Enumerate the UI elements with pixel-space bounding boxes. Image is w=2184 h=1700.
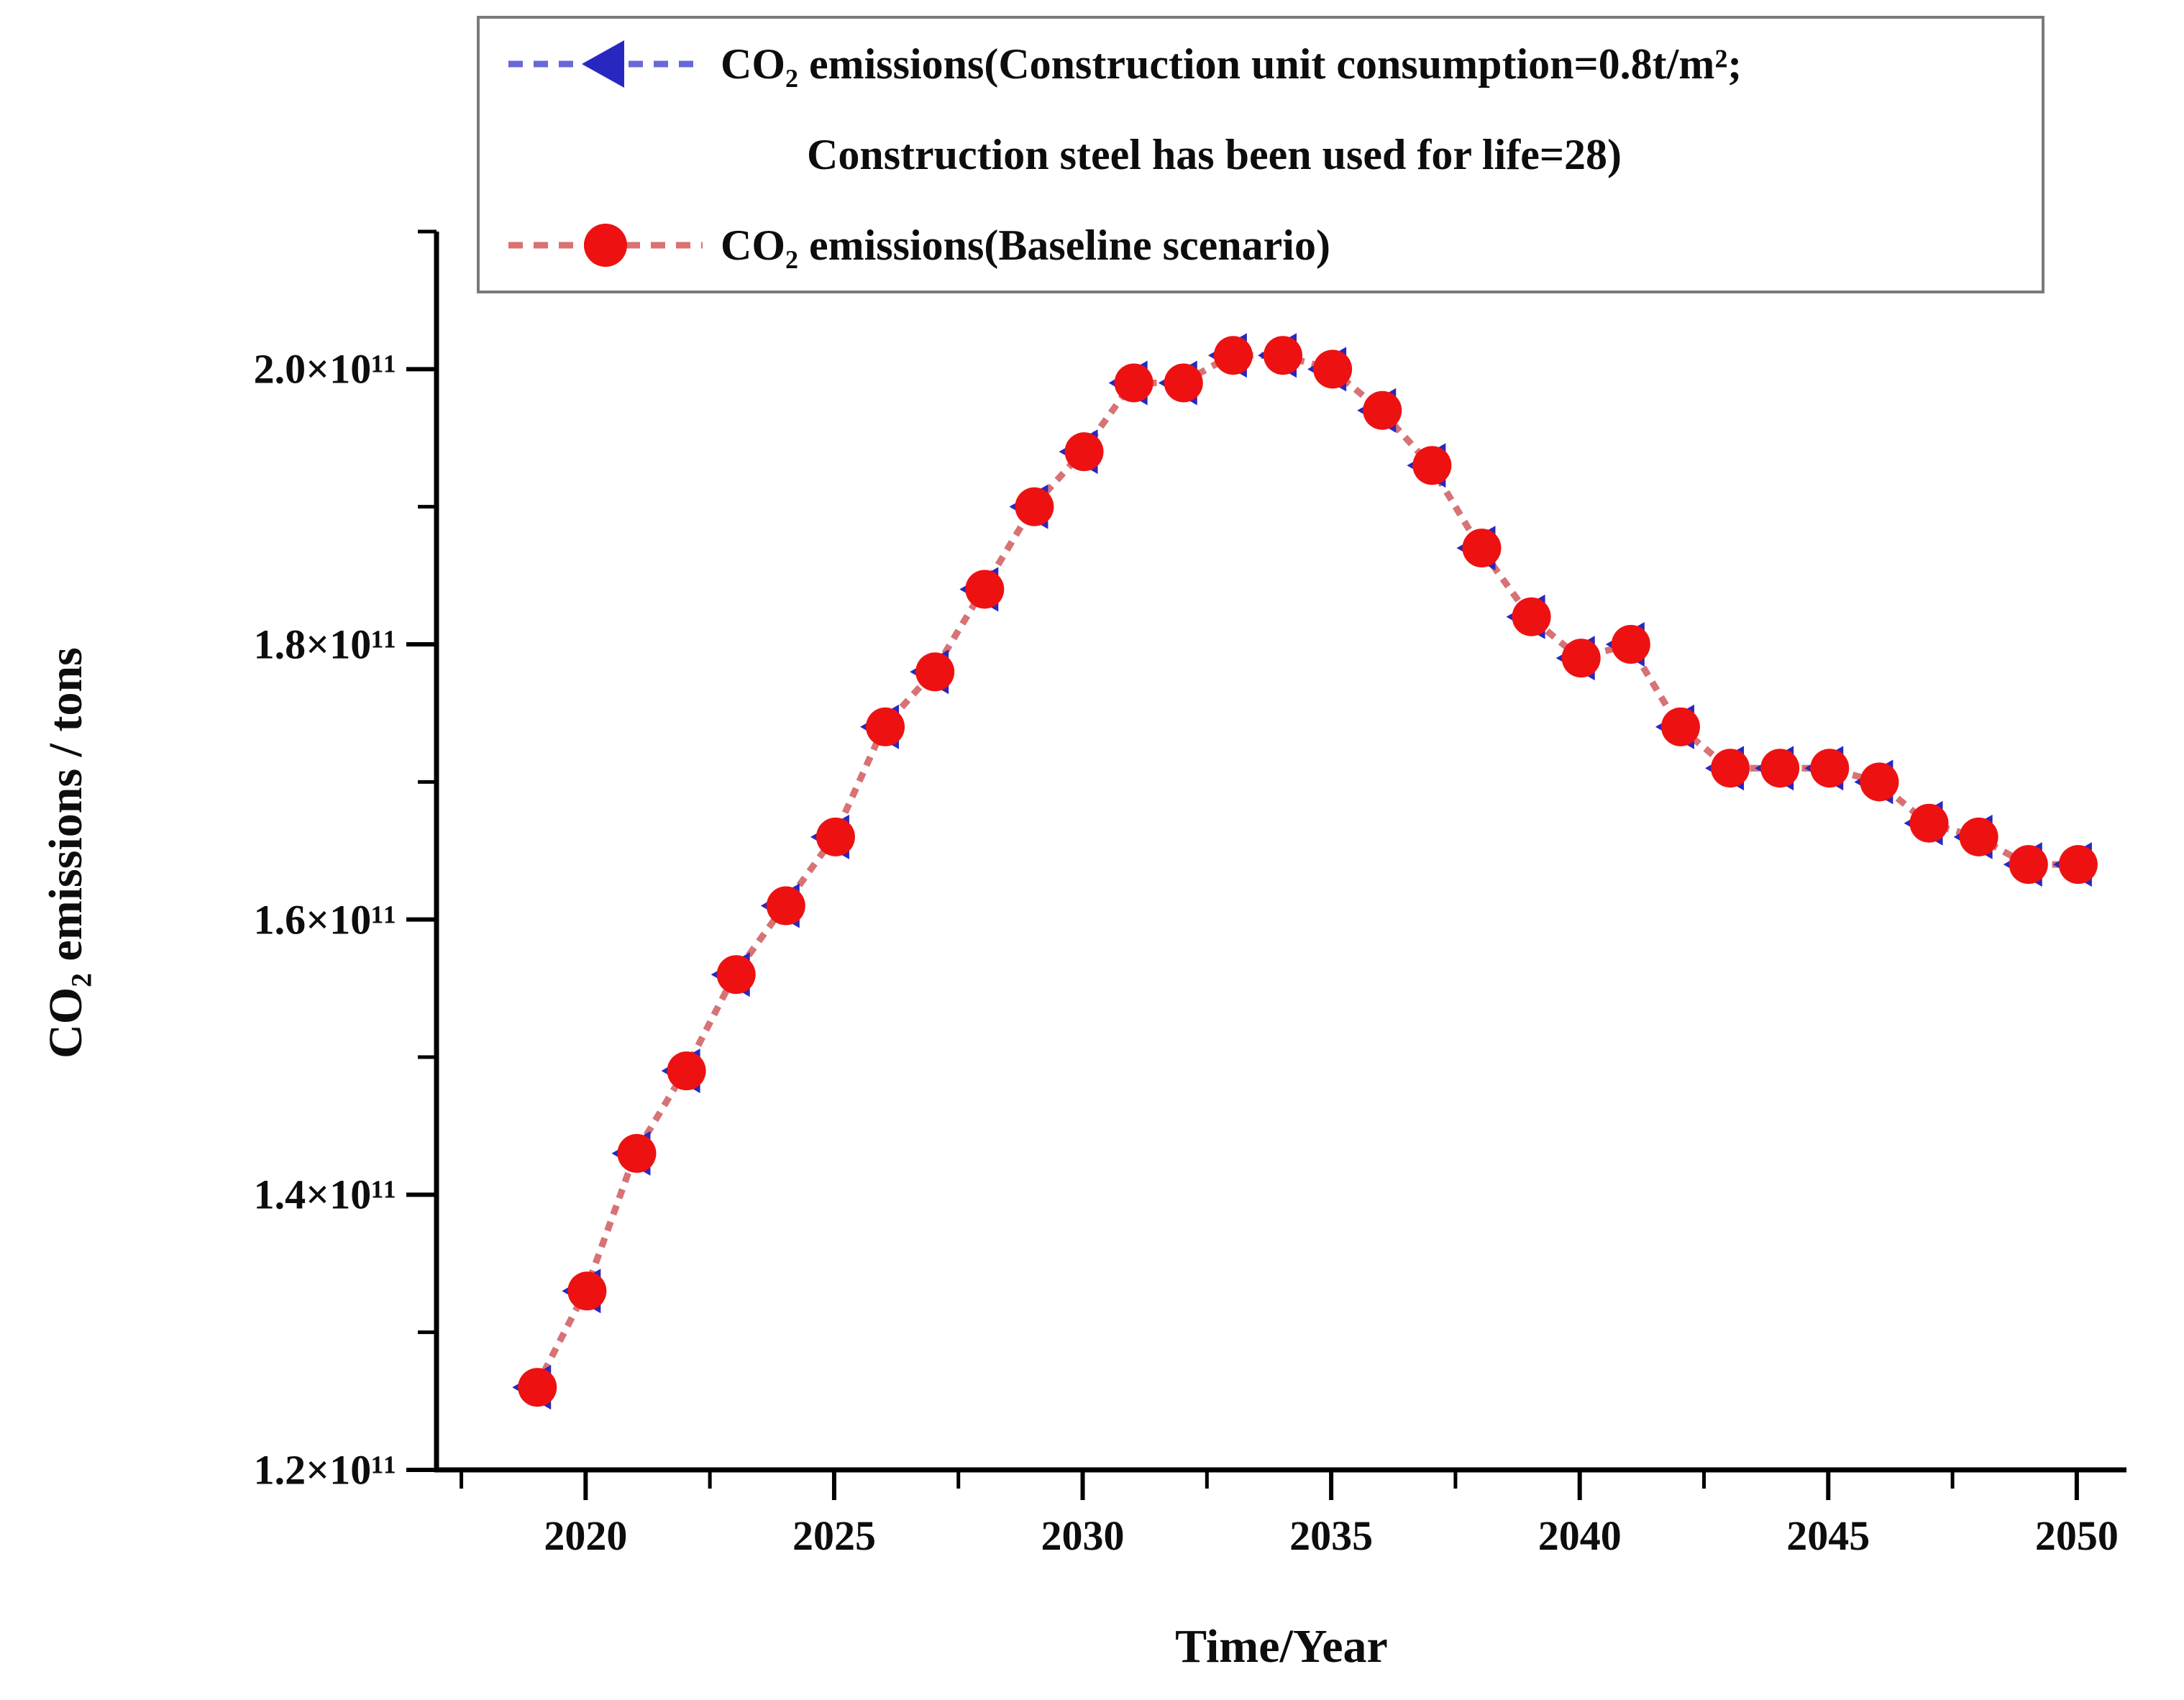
data-point-circle <box>1462 529 1502 568</box>
data-point-circle <box>617 1133 657 1173</box>
y-axis-title: CO₂ emissions / tons <box>40 647 92 1059</box>
data-point-circle <box>2058 845 2098 885</box>
data-point-circle <box>1561 639 1601 678</box>
data-point-circle <box>1213 336 1253 375</box>
legend-item-construction-scenario-line2: Construction steel has been used for lif… <box>480 109 2042 200</box>
legend-label-line2: Construction steel has been used for lif… <box>807 130 1622 178</box>
data-point-circle <box>518 1368 557 1407</box>
x-tick-label: 2045 <box>1786 1512 1870 1559</box>
blue-triangle-legend-marker <box>508 40 703 88</box>
data-point-circle <box>2009 845 2048 885</box>
data-point-circle <box>1860 762 1899 802</box>
y-tick-label: 1.2×10¹¹ <box>253 1446 396 1494</box>
data-point-circle <box>766 886 805 926</box>
x-tick-label: 2020 <box>544 1512 628 1559</box>
data-point-circle <box>1512 597 1551 636</box>
data-point-circle <box>567 1271 607 1311</box>
triangle-left-icon <box>582 40 624 88</box>
legend-item-baseline-scenario: CO₂ emissions(Baseline scenario) <box>480 200 2042 291</box>
legend-label-baseline: CO₂ emissions(Baseline scenario) <box>721 221 1330 269</box>
data-point-circle <box>1363 390 1402 430</box>
legend-item-construction-scenario: CO₂ emissions(Construction unit consumpt… <box>480 19 2042 109</box>
data-point-circle <box>1959 817 1998 856</box>
legend-box: CO₂ emissions(Construction unit consumpt… <box>477 16 2044 293</box>
data-point-circle <box>866 707 905 746</box>
data-point-circle <box>667 1051 706 1091</box>
data-point-circle <box>1711 749 1750 788</box>
y-tick-label: 1.4×10¹¹ <box>253 1171 396 1218</box>
circle-marker-icon <box>584 224 627 267</box>
y-tick-label: 1.8×10¹¹ <box>253 621 396 668</box>
data-point-circle <box>1412 446 1452 485</box>
data-point-circle <box>965 570 1005 609</box>
y-tick-label: 1.6×10¹¹ <box>253 896 396 943</box>
data-point-circle <box>815 817 855 856</box>
data-point-circle <box>716 955 756 995</box>
x-tick-label: 2030 <box>1041 1512 1125 1559</box>
data-point-circle <box>1810 749 1850 788</box>
data-point-circle <box>1264 336 1302 375</box>
x-tick-label: 2035 <box>1289 1512 1374 1559</box>
series-line-0 <box>533 352 2077 1389</box>
data-point-circle <box>1164 363 1203 403</box>
y-tick-label: 2.0×10¹¹ <box>253 345 396 393</box>
data-point-circle <box>1114 363 1153 403</box>
x-tick-label: 2040 <box>1538 1512 1622 1559</box>
data-point-circle <box>1660 707 1700 746</box>
data-point-circle <box>915 652 955 692</box>
x-tick-label: 2025 <box>792 1512 876 1559</box>
data-point-circle <box>1313 349 1353 389</box>
series-line-1 <box>533 352 2077 1389</box>
data-point-circle <box>1064 432 1104 472</box>
data-point-circle <box>1760 749 1800 788</box>
x-axis-title: Time/Year <box>1175 1620 1388 1673</box>
data-point-circle <box>1611 625 1650 664</box>
x-tick-label: 2050 <box>2034 1512 2119 1559</box>
data-point-circle <box>1015 487 1054 526</box>
legend-label-line1: CO₂ emissions(Construction unit consumpt… <box>721 40 1742 88</box>
red-circle-legend-marker <box>508 224 703 267</box>
data-point-circle <box>1909 803 1949 843</box>
